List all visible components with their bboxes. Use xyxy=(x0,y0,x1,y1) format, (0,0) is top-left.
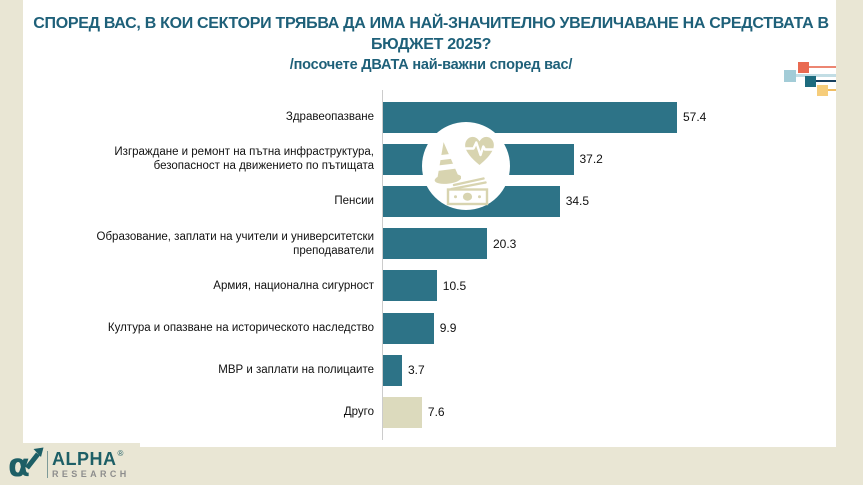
decor-square xyxy=(798,62,809,73)
bar-category-label: Образование, заплати на учители и универ… xyxy=(96,230,374,257)
bar-area: 20.3 xyxy=(381,228,836,260)
bar-value-label: 57.4 xyxy=(683,110,707,125)
sector-icons-circle xyxy=(422,122,510,210)
decor-line xyxy=(809,66,836,68)
bottom-frame-strip xyxy=(0,447,863,485)
bar xyxy=(383,270,437,302)
bar-row: Образование, заплати на учители и универ… xyxy=(91,223,836,265)
decor-squares xyxy=(775,55,836,100)
bar-row: Армия, национална сигурност 10.5 xyxy=(91,265,836,307)
logo-brand-text: ALPHA xyxy=(52,448,117,469)
decor-square xyxy=(784,70,796,82)
bar-area: 9.9 xyxy=(381,312,836,344)
banknote-icon xyxy=(446,177,489,206)
bar-value-label: 34.5 xyxy=(565,194,590,209)
bar-value-label: 20.3 xyxy=(493,236,517,251)
bar-value-label: 10.5 xyxy=(442,278,467,293)
page-title: СПОРЕД ВАС, В КОИ СЕКТОРИ ТРЯБВА ДА ИМА … xyxy=(33,15,829,53)
bar-value-label: 9.9 xyxy=(439,321,457,336)
logo-text: ALPHA ® RESEARCH xyxy=(52,448,130,479)
traffic-cone-icon xyxy=(434,142,461,184)
bar xyxy=(383,312,434,344)
bar xyxy=(383,228,487,260)
bar-category-label: Друго xyxy=(343,406,374,419)
svg-text:α: α xyxy=(8,447,30,481)
heartbeat-icon xyxy=(464,136,495,165)
title-block: СПОРЕД ВАС, В КОИ СЕКТОРИ ТРЯБВА ДА ИМА … xyxy=(31,13,831,73)
decor-line xyxy=(816,80,836,82)
bar-area: 57.4 xyxy=(381,101,836,133)
decor-line xyxy=(828,89,836,91)
bar-row: Друго 7.6 xyxy=(91,391,836,433)
bar xyxy=(383,101,677,133)
bar-row: Здравеопазване 57.4 xyxy=(91,96,836,138)
bar-area: 3.7 xyxy=(381,354,836,386)
bar-category-label: Пенсии xyxy=(334,195,374,208)
bar-row: Култура и опазване на историческото насл… xyxy=(91,307,836,349)
bar xyxy=(383,396,422,428)
chart-axis-line xyxy=(382,90,383,440)
page-subtitle: /посочете ДВАТА най-важни според вас/ xyxy=(289,57,573,73)
bar-category-label: Култура и опазване на историческото насл… xyxy=(107,322,374,335)
decor-square xyxy=(817,85,828,96)
bar-value-label: 7.6 xyxy=(427,405,445,420)
bar-category-label: Армия, национална сигурност xyxy=(213,279,374,292)
bar-row: МВР и заплати на полицаите 3.7 xyxy=(91,349,836,391)
bar-value-label: 3.7 xyxy=(408,363,425,378)
bar-category-label: Изграждане и ремонт на пътна инфраструкт… xyxy=(114,146,374,173)
bar-area: 7.6 xyxy=(381,396,836,428)
bar-value-label: 37.2 xyxy=(579,152,603,167)
registered-mark: ® xyxy=(117,448,124,458)
bar xyxy=(383,354,402,386)
left-frame-strip xyxy=(0,0,23,485)
alpha-research-logo: α ALPHA ® RESEARCH xyxy=(0,443,140,485)
right-frame-strip xyxy=(836,0,863,485)
logo-sub-text: RESEARCH xyxy=(52,468,130,479)
bar-category-label: Здравеопазване xyxy=(285,111,374,124)
alpha-glyph-icon: α xyxy=(8,447,44,481)
bar-area: 10.5 xyxy=(381,270,836,302)
decor-line xyxy=(796,74,836,77)
decor-square xyxy=(805,76,816,87)
logo-divider xyxy=(47,450,48,478)
bar-category-label: МВР и заплати на полицаите xyxy=(218,364,374,377)
